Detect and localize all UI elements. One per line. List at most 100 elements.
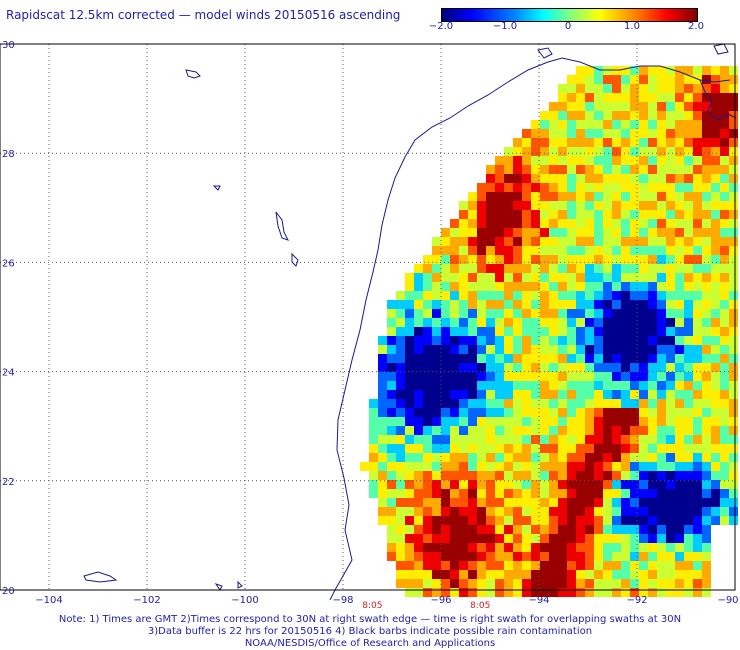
- wind-cell: [630, 246, 639, 255]
- wind-cell: [603, 345, 612, 354]
- wind-cell: [459, 336, 468, 345]
- wind-cell: [405, 363, 414, 372]
- wind-cell: [468, 363, 477, 372]
- wind-cell: [468, 570, 477, 579]
- wind-cell: [477, 336, 486, 345]
- wind-cell: [540, 579, 549, 588]
- wind-cell: [621, 579, 630, 588]
- wind-cell: [459, 318, 468, 327]
- wind-cell: [693, 417, 702, 426]
- wind-cell: [648, 264, 657, 273]
- wind-cell: [414, 489, 423, 498]
- wind-cell: [729, 480, 738, 489]
- wind-cell: [378, 381, 387, 390]
- wind-cell: [405, 525, 414, 534]
- wind-cell: [675, 120, 684, 129]
- wind-cell: [567, 462, 576, 471]
- wind-cell: [639, 120, 648, 129]
- wind-cell: [666, 228, 675, 237]
- wind-cell: [387, 480, 396, 489]
- wind-cell: [729, 462, 738, 471]
- wind-cell: [450, 534, 459, 543]
- wind-cell: [630, 156, 639, 165]
- wind-cell: [531, 417, 540, 426]
- wind-cell: [414, 435, 423, 444]
- wind-cell: [549, 525, 558, 534]
- wind-cell: [405, 426, 414, 435]
- wind-cell: [396, 336, 405, 345]
- wind-cell: [486, 192, 495, 201]
- wind-cell: [585, 462, 594, 471]
- wind-cell: [468, 408, 477, 417]
- wind-cell: [522, 579, 531, 588]
- wind-cell: [432, 462, 441, 471]
- wind-cell: [639, 183, 648, 192]
- wind-cell: [684, 336, 693, 345]
- wind-cell: [702, 102, 711, 111]
- wind-cell: [684, 138, 693, 147]
- wind-cell: [603, 543, 612, 552]
- wind-cell: [486, 300, 495, 309]
- wind-cell: [558, 354, 567, 363]
- wind-cell: [594, 156, 603, 165]
- wind-cell: [558, 228, 567, 237]
- wind-cell: [450, 390, 459, 399]
- wind-cell: [522, 336, 531, 345]
- wind-cell: [585, 435, 594, 444]
- wind-cell: [459, 480, 468, 489]
- wind-cell: [729, 129, 738, 138]
- wind-cell: [423, 579, 432, 588]
- wind-cell: [666, 561, 675, 570]
- wind-cell: [630, 165, 639, 174]
- wind-cell: [540, 282, 549, 291]
- wind-cell: [630, 102, 639, 111]
- wind-cell: [522, 390, 531, 399]
- wind-cell: [585, 579, 594, 588]
- wind-cell: [414, 264, 423, 273]
- wind-cell: [657, 390, 666, 399]
- wind-cell: [387, 552, 396, 561]
- wind-cell: [720, 291, 729, 300]
- wind-cell: [675, 588, 684, 597]
- wind-cell: [603, 417, 612, 426]
- wind-cell: [693, 84, 702, 93]
- wind-cell: [639, 138, 648, 147]
- wind-cell: [423, 399, 432, 408]
- wind-cell: [405, 345, 414, 354]
- wind-cell: [693, 66, 702, 75]
- wind-cell: [702, 255, 711, 264]
- wind-cell: [594, 75, 603, 84]
- wind-cell: [558, 579, 567, 588]
- wind-cell: [441, 498, 450, 507]
- wind-cell: [432, 579, 441, 588]
- wind-cell: [729, 426, 738, 435]
- wind-cell: [441, 417, 450, 426]
- wind-cell: [603, 237, 612, 246]
- wind-cell: [585, 417, 594, 426]
- wind-cell: [648, 93, 657, 102]
- wind-cell: [468, 318, 477, 327]
- wind-cell: [558, 363, 567, 372]
- wind-cell: [630, 435, 639, 444]
- wind-cell: [405, 462, 414, 471]
- wind-cell: [585, 219, 594, 228]
- wind-cell: [684, 282, 693, 291]
- wind-cell: [567, 264, 576, 273]
- wind-cell: [405, 471, 414, 480]
- wind-cell: [468, 426, 477, 435]
- wind-cell: [504, 525, 513, 534]
- wind-cell: [702, 498, 711, 507]
- wind-cell: [531, 570, 540, 579]
- wind-cell: [513, 327, 522, 336]
- wind-cell: [414, 507, 423, 516]
- wind-cell: [639, 300, 648, 309]
- wind-cell: [711, 174, 720, 183]
- wind-cell: [477, 318, 486, 327]
- wind-cell: [684, 489, 693, 498]
- wind-cell: [702, 435, 711, 444]
- wind-cell: [396, 309, 405, 318]
- wind-cell: [702, 336, 711, 345]
- wind-cell: [585, 426, 594, 435]
- wind-cell: [621, 282, 630, 291]
- wind-cell: [576, 579, 585, 588]
